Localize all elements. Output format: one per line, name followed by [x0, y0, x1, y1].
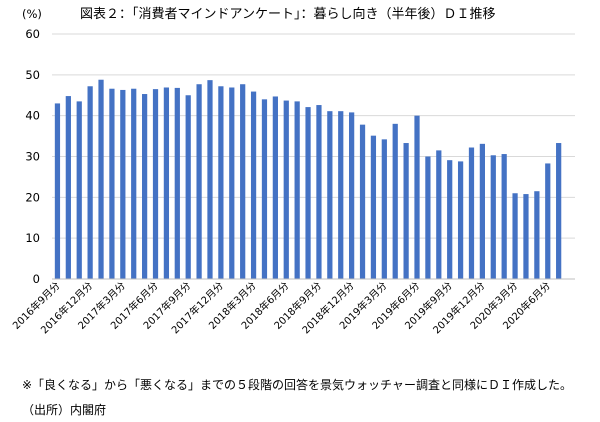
bar — [316, 105, 322, 279]
bar — [305, 107, 311, 279]
bar — [403, 143, 409, 279]
bars — [54, 79, 562, 280]
bar — [381, 139, 387, 279]
bar — [556, 143, 562, 279]
bar — [120, 89, 126, 279]
bar — [512, 193, 518, 279]
gridlines — [52, 33, 575, 239]
y-tick-label: 50 — [25, 68, 40, 82]
y-tick-label: 60 — [25, 27, 40, 41]
footnote: ※「良くなる」から「悪くなる」までの５段階の回答を景気ウォッチャー調査と同様にＤ… — [22, 377, 572, 392]
bar — [207, 80, 213, 279]
bar — [54, 103, 61, 279]
bar — [65, 96, 71, 279]
bar — [534, 191, 540, 279]
bar — [457, 161, 464, 279]
bar — [501, 154, 507, 279]
bar — [447, 160, 453, 279]
bar — [152, 89, 159, 280]
bar — [392, 123, 398, 279]
bar — [87, 86, 93, 280]
bar — [98, 79, 104, 279]
bar — [327, 111, 333, 279]
y-tick-labels: 0 10 20 30 40 50 60 — [25, 27, 40, 286]
y-axis-label: (%) — [22, 7, 42, 21]
bar — [436, 150, 442, 280]
bar — [370, 135, 377, 279]
source-note: （出所）内閣府 — [22, 402, 106, 417]
bar — [174, 87, 180, 280]
bar — [218, 86, 224, 280]
bar — [142, 94, 148, 279]
bar — [76, 101, 82, 280]
bar — [479, 143, 485, 279]
bar — [109, 88, 115, 279]
bar — [196, 84, 202, 279]
bar — [294, 101, 300, 280]
bar — [490, 155, 496, 279]
bar — [283, 100, 289, 279]
chart-title: 図表２：「消費者マインドアンケート」：暮らし向き（半年後）ＤＩ推移 — [80, 6, 495, 22]
x-tick-labels: 2016年9月分2016年12月分2017年3月分2017年6月分2017年9月… — [10, 279, 553, 336]
bar — [250, 91, 257, 279]
bar — [349, 112, 355, 280]
bar — [163, 87, 170, 280]
y-tick-label: 10 — [25, 231, 40, 245]
bar — [338, 111, 344, 279]
bar — [523, 194, 529, 279]
y-tick-label: 20 — [25, 190, 40, 204]
bar — [425, 156, 431, 279]
bar — [272, 96, 278, 279]
y-tick-label: 0 — [33, 272, 40, 286]
y-tick-label: 40 — [25, 109, 40, 123]
bar — [359, 124, 366, 280]
bar — [414, 115, 420, 279]
bar — [261, 99, 268, 279]
bar — [229, 87, 235, 280]
bar — [185, 95, 191, 279]
bar — [468, 147, 475, 279]
bar — [131, 88, 137, 279]
bar — [545, 163, 551, 279]
bar — [240, 84, 246, 279]
y-tick-label: 30 — [25, 150, 40, 164]
